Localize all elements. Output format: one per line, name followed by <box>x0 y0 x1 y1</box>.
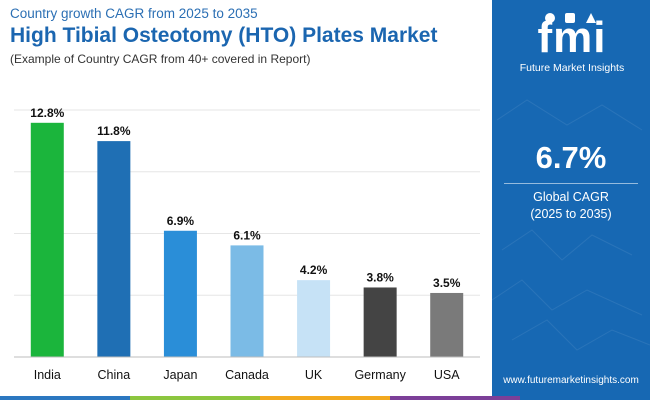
chart-area: 12.8% India 11.8% China 6.9% Japan 6.1% Canada 4… <box>14 106 480 382</box>
global-cagr-value: 6.7% <box>535 140 607 175</box>
logo-square-icon <box>565 13 575 23</box>
global-cagr-period: (2025 to 2035) <box>530 207 612 221</box>
global-cagr-label: Global CAGR <box>533 190 609 204</box>
x-tick-label: UK <box>305 368 323 382</box>
x-tick-label: Canada <box>225 368 269 382</box>
x-tick-label: USA <box>434 368 460 382</box>
data-label: 11.8% <box>97 124 131 138</box>
data-label: 4.2% <box>300 263 328 277</box>
chart-subtitle: Country growth CAGR from 2025 to 2035 <box>10 6 258 21</box>
strip-segment <box>130 396 260 400</box>
strip-segment <box>520 396 650 400</box>
strip-segment <box>260 396 390 400</box>
divider <box>504 183 638 184</box>
strip-segment <box>390 396 520 400</box>
bar-canada <box>230 245 264 357</box>
data-label: 12.8% <box>30 106 64 120</box>
x-tick-label: China <box>98 368 131 382</box>
data-label: 3.8% <box>366 270 394 284</box>
website-link[interactable]: www.futuremarketinsights.com <box>503 375 639 386</box>
strip-segment <box>0 396 130 400</box>
chart-title: High Tibial Osteotomy (HTO) Plates Marke… <box>10 24 438 47</box>
bar-chart: 12.8% India 11.8% China 6.9% Japan 6.1% Canada 4… <box>14 106 480 382</box>
logo-dot-icon <box>545 13 555 23</box>
chart-header: Country growth CAGR from 2025 to 2035 Hi… <box>10 6 480 66</box>
fmi-logo: fmi Future Market Insights <box>510 8 634 74</box>
x-tick-label: Germany <box>354 368 406 382</box>
bar-usa <box>430 292 464 357</box>
bar-china <box>97 141 131 357</box>
x-tick-label: India <box>34 368 61 382</box>
bar-germany <box>363 287 397 357</box>
logo-caption: Future Market Insights <box>519 62 625 74</box>
data-label: 6.9% <box>167 214 195 228</box>
data-label: 6.1% <box>233 228 261 242</box>
bar-india <box>30 122 64 358</box>
bar-uk <box>297 280 331 357</box>
logo-icons <box>545 13 596 23</box>
background-pattern <box>492 99 650 351</box>
bottom-color-strip <box>0 396 650 400</box>
chart-note: (Example of Country CAGR from 40+ covere… <box>10 52 311 66</box>
data-label: 3.5% <box>433 276 461 290</box>
bar-japan <box>163 230 197 357</box>
sidebar-panel: fmi Future Market Insights 6.7% Global C… <box>492 0 650 400</box>
logo-triangle-icon <box>586 13 596 23</box>
x-tick-label: Japan <box>163 368 197 382</box>
